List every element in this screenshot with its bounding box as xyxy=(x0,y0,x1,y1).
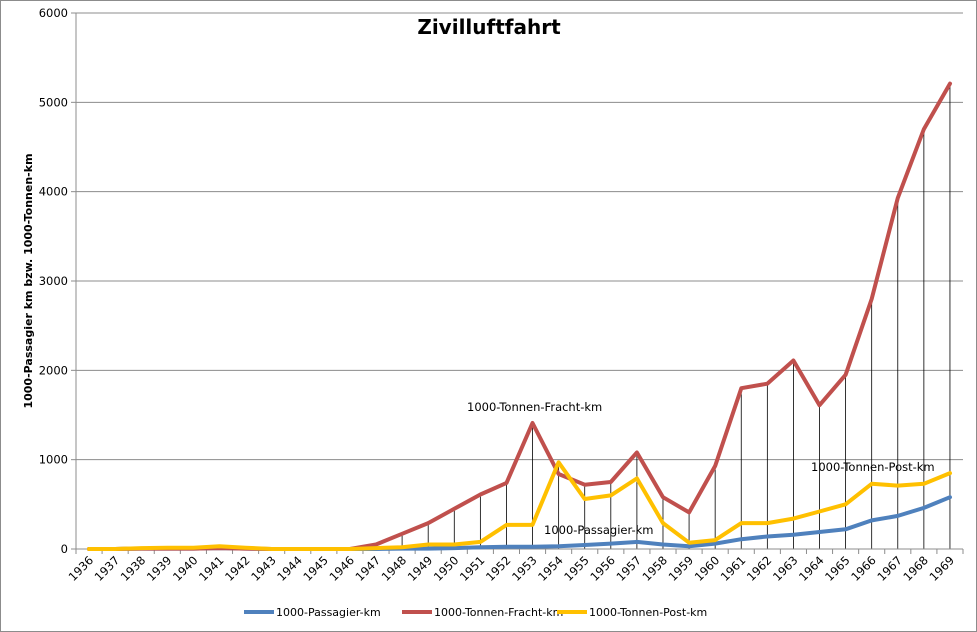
y-axis-label: 1000-Passagier km bzw. 1000-Tonnen-km xyxy=(22,153,35,408)
x-tick-label: 1937 xyxy=(92,553,123,584)
x-tick-labels: 1936193719381939194019411942194319441945… xyxy=(66,553,958,584)
x-tick-label: 1945 xyxy=(300,553,331,584)
y-tick-label: 4000 xyxy=(39,185,68,199)
x-tick-label: 1968 xyxy=(900,553,931,584)
x-tick-label: 1955 xyxy=(561,553,592,584)
x-tick-label: 1962 xyxy=(744,553,775,584)
y-tick-label: 2000 xyxy=(39,363,68,377)
x-tick-label: 1960 xyxy=(692,553,723,584)
x-tick-label: 1961 xyxy=(718,553,749,584)
legend-label-2: 1000-Tonnen-Fracht-km xyxy=(434,606,563,619)
x-tick-label: 1948 xyxy=(379,553,410,584)
x-tick-label: 1965 xyxy=(822,553,853,584)
x-tick-label: 1938 xyxy=(118,553,149,584)
legend-label-1: 1000-Passagier-km xyxy=(276,606,381,619)
y-tick-labels: 0 1000 2000 3000 4000 5000 6000 xyxy=(39,6,68,556)
x-tick-label: 1943 xyxy=(248,553,279,584)
x-tick-label: 1942 xyxy=(222,553,253,584)
x-tick-label: 1941 xyxy=(196,553,227,584)
legend-label-3: 1000-Tonnen-Post-km xyxy=(589,606,707,619)
gridlines xyxy=(71,12,963,550)
y-tick-label: 6000 xyxy=(39,6,68,20)
x-tick-label: 1958 xyxy=(640,553,671,584)
x-tick-label: 1963 xyxy=(770,553,801,584)
y-tick-label: 5000 xyxy=(39,95,68,109)
x-tick-label: 1947 xyxy=(353,553,384,584)
x-tick-label: 1966 xyxy=(848,553,879,584)
annotation-post: 1000-Tonnen-Post-km xyxy=(811,460,935,474)
x-tick-label: 1950 xyxy=(431,553,462,584)
x-tick-label: 1936 xyxy=(66,553,97,584)
series-line-3 xyxy=(87,460,952,551)
x-tick-label: 1954 xyxy=(535,553,566,584)
x-tick-label: 1949 xyxy=(405,553,436,584)
legend: 1000-Passagier-km 1000-Tonnen-Fracht-km 10… xyxy=(244,606,707,619)
x-tick-label: 1959 xyxy=(666,553,697,584)
x-tick-label: 1969 xyxy=(926,553,957,584)
annotation-fracht: 1000-Tonnen-Fracht-km xyxy=(467,400,602,414)
x-tick-label: 1957 xyxy=(613,553,644,584)
x-tick-label: 1952 xyxy=(483,553,514,584)
y-tick-label: 0 xyxy=(61,542,68,556)
x-tick-label: 1967 xyxy=(874,553,905,584)
y-tick-label: 1000 xyxy=(39,453,68,467)
y-tick-label: 3000 xyxy=(39,274,68,288)
x-tick-label: 1944 xyxy=(274,553,305,584)
series-lines xyxy=(87,81,952,551)
chart-title: Zivilluftfahrt xyxy=(417,15,561,39)
x-tick-label: 1953 xyxy=(509,553,540,584)
x-tick-label: 1946 xyxy=(326,553,357,584)
drop-lines xyxy=(140,83,951,549)
x-tick-label: 1940 xyxy=(170,553,201,584)
x-tick-label: 1956 xyxy=(587,553,618,584)
annotation-passagier: 1000-Passagier-km xyxy=(544,523,654,537)
x-tick-label: 1951 xyxy=(457,553,488,584)
x-tick-label: 1964 xyxy=(796,553,827,584)
series-line-2 xyxy=(87,81,952,551)
x-tick-label: 1939 xyxy=(144,553,175,584)
